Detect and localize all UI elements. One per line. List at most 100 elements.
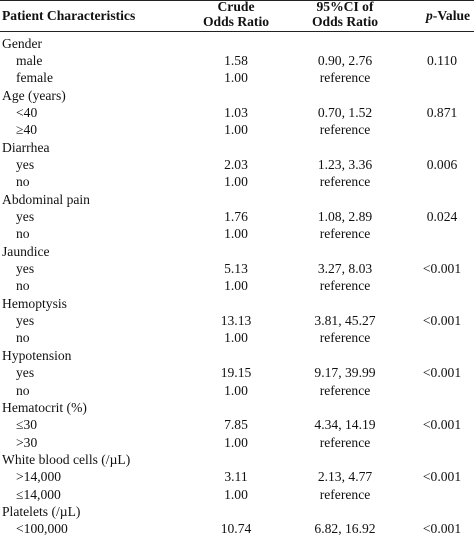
table-group-row: Diarrhea xyxy=(0,139,474,156)
ci-cell: 0.90, 2.76 xyxy=(317,52,373,68)
table-row: <40 1.03 0.70, 1.52 0.871 xyxy=(0,104,474,121)
header-patient-characteristics: Patient Characteristics xyxy=(2,8,136,23)
row-label: Jaundice xyxy=(2,243,50,259)
ci-cell: 0.70, 1.52 xyxy=(317,104,373,120)
table-row: >14,000 3.11 2.13, 4.77 <0.001 xyxy=(0,468,474,485)
table-row: no 1.00 reference xyxy=(0,329,474,346)
table-group-row: Gender xyxy=(0,35,474,52)
table-group-row: White blood cells (/µL) xyxy=(0,451,474,468)
odds-ratio-cell: 1.00 xyxy=(224,174,248,190)
table-group-row: Abdominal pain xyxy=(0,191,474,208)
row-label: >30 xyxy=(16,434,38,450)
table-row: >30 1.00 reference xyxy=(0,434,474,451)
ci-cell: 6.82, 16.92 xyxy=(314,521,376,537)
odds-ratio-cell: 7.85 xyxy=(224,417,248,433)
table-row: ≤30 7.85 4.34, 14.19 <0.001 xyxy=(0,416,474,433)
ci-cell: reference xyxy=(319,434,371,450)
table-group-row: Platelets (/µL) xyxy=(0,503,474,520)
table-row: no 1.00 reference xyxy=(0,277,474,294)
table-row: yes 2.03 1.23, 3.36 0.006 xyxy=(0,156,474,173)
table-row: male 1.58 0.90, 2.76 0.110 xyxy=(0,52,474,69)
table-group-row: Hypotension xyxy=(0,347,474,364)
odds-ratio-cell: 1.58 xyxy=(224,52,248,68)
odds-ratio-cell: 1.03 xyxy=(224,104,248,120)
ci-cell: reference xyxy=(319,226,371,242)
p-value-cell: <0.001 xyxy=(422,313,462,329)
row-label: ≤14,000 xyxy=(16,486,61,502)
table-row: yes 13.13 3.81, 45.27 <0.001 xyxy=(0,312,474,329)
odds-ratio-cell: 1.76 xyxy=(224,209,248,224)
header-value-text: -Value xyxy=(432,8,471,23)
table-row: yes 5.13 3.27, 8.03 <0.001 xyxy=(0,260,474,277)
p-value-cell: <0.001 xyxy=(422,417,462,433)
p-value-cell: <0.001 xyxy=(422,365,462,381)
table-group-row: Jaundice xyxy=(0,243,474,260)
ci-cell: reference xyxy=(319,330,371,346)
p-value-cell: 0.024 xyxy=(426,209,458,224)
header-p-letter: p xyxy=(426,8,433,23)
odds-ratio-cell: 1.00 xyxy=(224,486,248,502)
table-bottom-rule xyxy=(0,0,474,1)
ci-cell: 2.13, 4.77 xyxy=(317,469,373,485)
row-label: yes xyxy=(16,261,35,277)
row-label: Hypotension xyxy=(2,347,72,363)
odds-ratio-cell: 2.03 xyxy=(224,156,248,172)
row-label: female xyxy=(16,70,53,86)
header-crude-odds-ratio: Crude Odds Ratio xyxy=(196,0,276,29)
row-label: <100,000 xyxy=(16,521,68,537)
ci-cell: 1.08, 2.89 xyxy=(317,209,373,224)
ci-cell: 3.81, 45.27 xyxy=(314,313,376,329)
table-group-row: Hemoptysis xyxy=(0,295,474,312)
table-row: ≤14,000 1.00 reference xyxy=(0,486,474,503)
p-value-cell: <0.001 xyxy=(422,521,462,537)
header-crude-line1: Crude xyxy=(217,0,255,14)
table-group-row: Hematocrit (%) xyxy=(0,399,474,416)
row-label: <40 xyxy=(16,104,38,120)
p-value-cell: <0.001 xyxy=(422,469,462,485)
table-row: ≥40 1.00 reference xyxy=(0,121,474,138)
odds-ratio-cell: 1.00 xyxy=(224,434,248,450)
row-label: yes xyxy=(16,313,35,329)
ci-cell: 3.27, 8.03 xyxy=(317,261,373,277)
header-ci-odds-ratio: 95%CI of Odds Ratio xyxy=(285,0,405,29)
header-rule xyxy=(0,31,474,33)
odds-ratio-cell: 5.13 xyxy=(224,261,248,277)
ci-cell: 9.17, 39.99 xyxy=(314,365,376,381)
row-label: Diarrhea xyxy=(2,139,50,155)
odds-ratio-cell: 1.00 xyxy=(224,382,248,398)
odds-ratio-cell: 3.11 xyxy=(224,469,248,485)
table-row: no 1.00 reference xyxy=(0,382,474,399)
odds-ratio-cell: 1.00 xyxy=(224,70,248,86)
row-label: ≥40 xyxy=(16,122,38,138)
row-label: White blood cells (/µL) xyxy=(2,451,131,467)
table-row: no 1.00 reference xyxy=(0,225,474,242)
row-label: ≤30 xyxy=(16,417,38,433)
row-label: Abdominal pain xyxy=(2,191,90,207)
odds-ratio-cell: 19.15 xyxy=(220,365,252,381)
table-row: <100,000 10.74 6.82, 16.92 <0.001 xyxy=(0,520,474,537)
row-label: no xyxy=(16,330,30,346)
p-value-cell: <0.001 xyxy=(422,261,462,277)
odds-ratio-cell: 1.00 xyxy=(224,226,248,242)
row-label: no xyxy=(16,382,30,398)
row-label: no xyxy=(16,278,30,294)
row-label: Hemoptysis xyxy=(2,295,67,311)
odds-ratio-cell: 1.00 xyxy=(224,278,248,294)
row-label: Gender xyxy=(2,35,43,51)
odds-ratio-cell: 1.00 xyxy=(224,122,248,138)
p-value-cell: 0.006 xyxy=(426,156,458,172)
row-label: yes xyxy=(16,156,35,172)
row-label: Platelets (/µL) xyxy=(2,503,81,519)
odds-ratio-cell: 1.00 xyxy=(224,330,248,346)
ci-cell: reference xyxy=(319,278,371,294)
ci-cell: reference xyxy=(319,174,371,190)
table-group-row: Age (years) xyxy=(0,87,474,104)
ci-cell: reference xyxy=(319,382,371,398)
ci-cell: reference xyxy=(319,122,371,138)
table-row: no 1.00 reference xyxy=(0,173,474,190)
ci-cell: reference xyxy=(319,486,371,502)
header-ci-line2: Odds Ratio xyxy=(311,14,379,29)
header-ci-line1: 95%CI of xyxy=(316,0,374,14)
row-label: male xyxy=(16,52,43,68)
table-row: yes 1.76 1.08, 2.89 0.024 xyxy=(0,208,474,225)
